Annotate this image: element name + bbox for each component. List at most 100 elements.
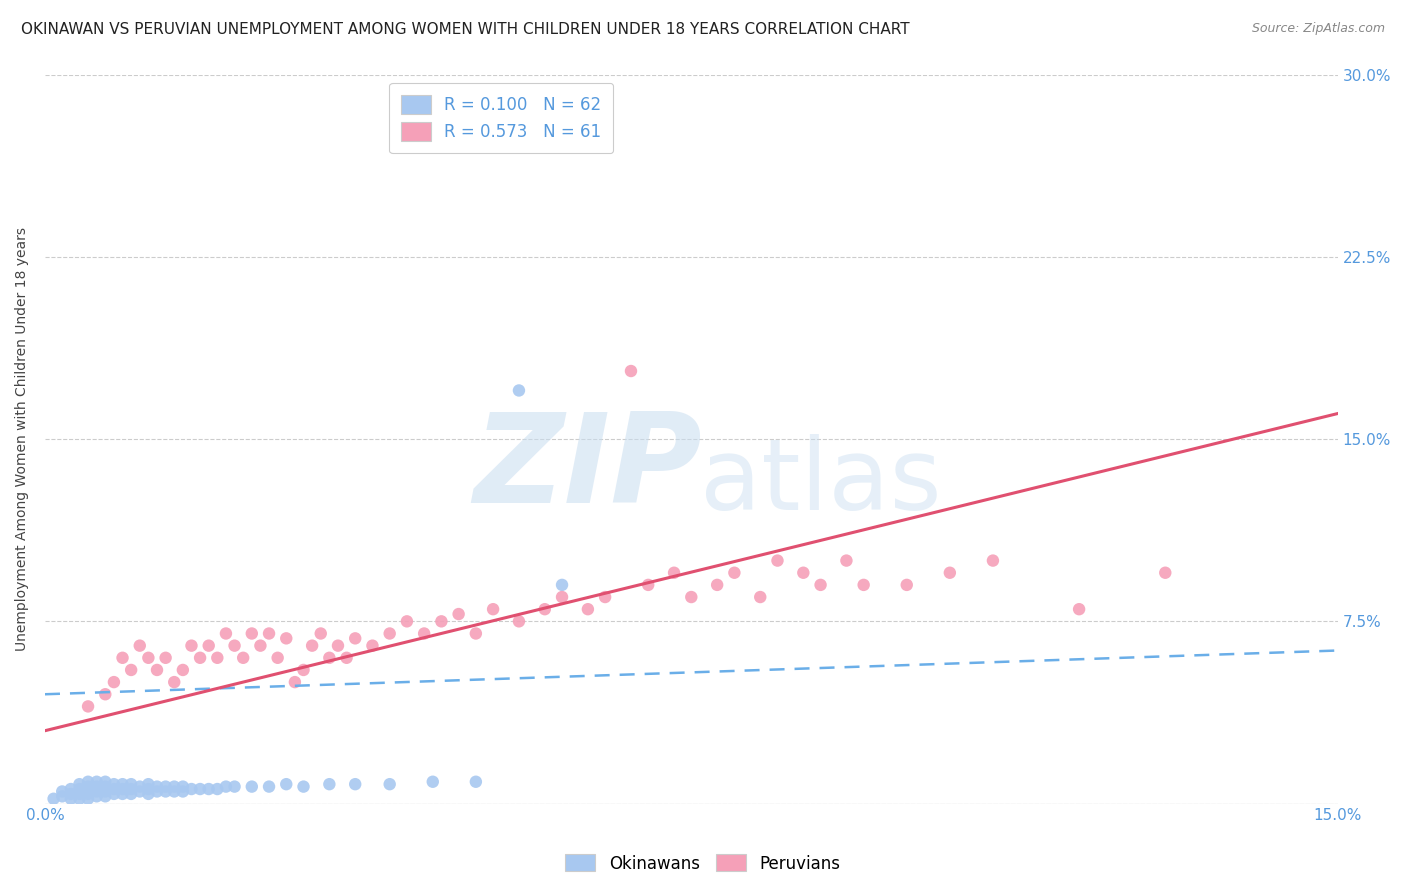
Point (551, 590, 574, 604)
Point (86, 789, 108, 804)
Point (197, 782, 219, 797)
Point (422, 774, 444, 789)
Point (138, 650, 160, 665)
Point (318, 777, 340, 791)
Point (508, 615, 530, 629)
Point (257, 780, 280, 794)
Point (1154, 566, 1177, 580)
Point (766, 553, 789, 567)
Point (94, 687, 117, 701)
Legend: Okinawans, Peruvians: Okinawans, Peruvians (558, 847, 848, 880)
Point (292, 780, 315, 794)
Point (276, 777, 298, 791)
Point (533, 602, 555, 616)
Point (77, 780, 100, 794)
Point (810, 578, 832, 592)
Point (482, 602, 505, 616)
Point (69, 782, 91, 797)
Point (77, 782, 100, 797)
Point (981, 553, 1004, 567)
Point (723, 566, 745, 580)
Point (249, 639, 271, 653)
Point (464, 626, 486, 640)
Point (576, 602, 599, 616)
Point (138, 777, 160, 791)
Y-axis label: Unemployment Among Women with Children Under 18 years: Unemployment Among Women with Children U… (15, 227, 30, 651)
Point (42, 791, 65, 805)
Point (215, 626, 238, 640)
Point (197, 639, 219, 653)
Point (111, 777, 134, 791)
Point (146, 784, 169, 798)
Point (128, 780, 150, 794)
Text: OKINAWAN VS PERUVIAN UNEMPLOYMENT AMONG WOMEN WITH CHILDREN UNDER 18 YEARS CORRE: OKINAWAN VS PERUVIAN UNEMPLOYMENT AMONG … (21, 22, 910, 37)
Text: atlas: atlas (700, 434, 942, 532)
Point (120, 777, 142, 791)
Point (257, 626, 280, 640)
Point (835, 553, 858, 567)
Text: ZIP: ZIP (474, 408, 702, 529)
Point (94, 780, 117, 794)
Point (188, 782, 211, 797)
Point (292, 663, 315, 677)
Point (163, 675, 186, 690)
Point (301, 639, 323, 653)
Point (77, 699, 100, 714)
Point (103, 675, 125, 690)
Point (111, 787, 134, 801)
Point (852, 578, 875, 592)
Point (172, 780, 194, 794)
Point (103, 777, 125, 791)
Point (59, 782, 82, 797)
Point (637, 578, 659, 592)
Point (180, 639, 202, 653)
Point (207, 782, 229, 797)
Point (378, 777, 401, 791)
Point (103, 782, 125, 797)
Point (120, 663, 142, 677)
Point (240, 780, 263, 794)
Point (51, 784, 73, 798)
Point (163, 784, 186, 798)
Point (447, 607, 470, 621)
Point (77, 774, 100, 789)
Point (111, 650, 134, 665)
Text: Source: ZipAtlas.com: Source: ZipAtlas.com (1251, 22, 1385, 36)
Point (69, 787, 91, 801)
Point (593, 590, 616, 604)
Point (94, 784, 117, 798)
Point (215, 780, 238, 794)
Legend: R = 0.100   N = 62, R = 0.573   N = 61: R = 0.100 N = 62, R = 0.573 N = 61 (389, 83, 613, 153)
Point (128, 639, 150, 653)
Point (172, 784, 194, 798)
Point (508, 384, 530, 398)
Point (138, 787, 160, 801)
Point (94, 774, 117, 789)
Point (336, 650, 359, 665)
Point (146, 780, 169, 794)
Point (344, 777, 367, 791)
Point (120, 782, 142, 797)
Point (155, 784, 177, 798)
Point (94, 789, 117, 804)
Point (378, 626, 401, 640)
Point (128, 784, 150, 798)
Point (172, 663, 194, 677)
Point (232, 650, 254, 665)
Point (344, 632, 367, 646)
Point (146, 663, 169, 677)
Point (792, 566, 814, 580)
Point (224, 780, 246, 794)
Point (86, 780, 108, 794)
Point (266, 650, 288, 665)
Point (939, 566, 962, 580)
Point (326, 639, 349, 653)
Point (51, 789, 73, 804)
Point (413, 626, 436, 640)
Point (276, 632, 298, 646)
Point (706, 578, 728, 592)
Point (224, 639, 246, 653)
Point (207, 650, 229, 665)
Point (620, 364, 643, 378)
Point (240, 626, 263, 640)
